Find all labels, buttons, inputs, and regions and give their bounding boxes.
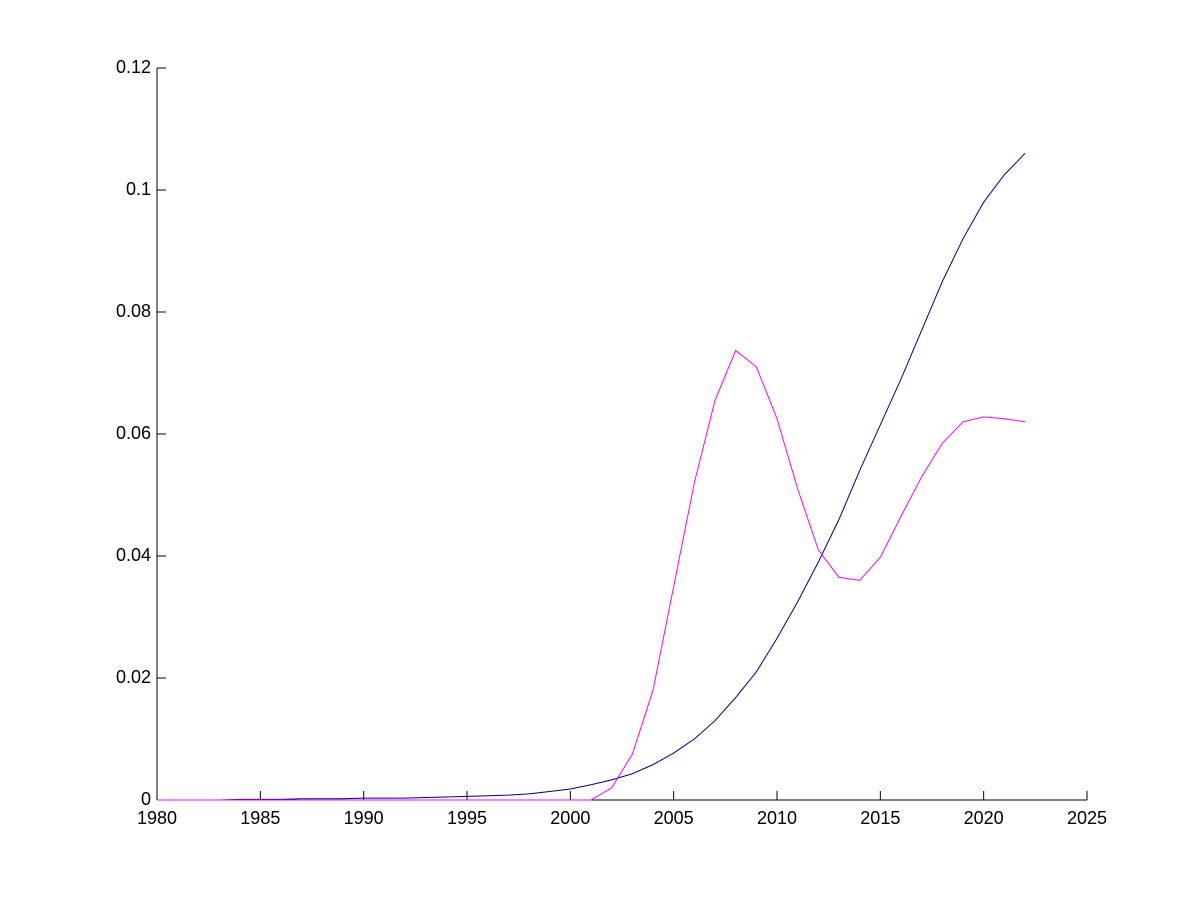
y-tick-label: 0.02: [116, 667, 151, 687]
series-line: [157, 153, 1026, 801]
x-tick-label: 2020: [964, 808, 1004, 828]
x-tick-label: 2005: [654, 808, 694, 828]
x-tick-label: 1990: [344, 808, 384, 828]
x-tick-label: 1995: [447, 808, 487, 828]
x-tick-label: 1985: [240, 808, 280, 828]
x-tick-label: 1980: [137, 808, 177, 828]
series-line: [157, 349, 1026, 801]
y-tick-label: 0.1: [126, 179, 151, 199]
y-tick-label: 0.04: [116, 545, 151, 565]
y-tick-label: 0.06: [116, 423, 151, 443]
y-tick-label: 0: [141, 789, 151, 809]
x-tick-label: 2015: [860, 808, 900, 828]
x-tick-label: 2000: [550, 808, 590, 828]
y-tick-label: 0.12: [116, 57, 151, 77]
x-tick-label: 2010: [757, 808, 797, 828]
x-tick-label: 2025: [1067, 808, 1107, 828]
y-tick-label: 0.08: [116, 301, 151, 321]
